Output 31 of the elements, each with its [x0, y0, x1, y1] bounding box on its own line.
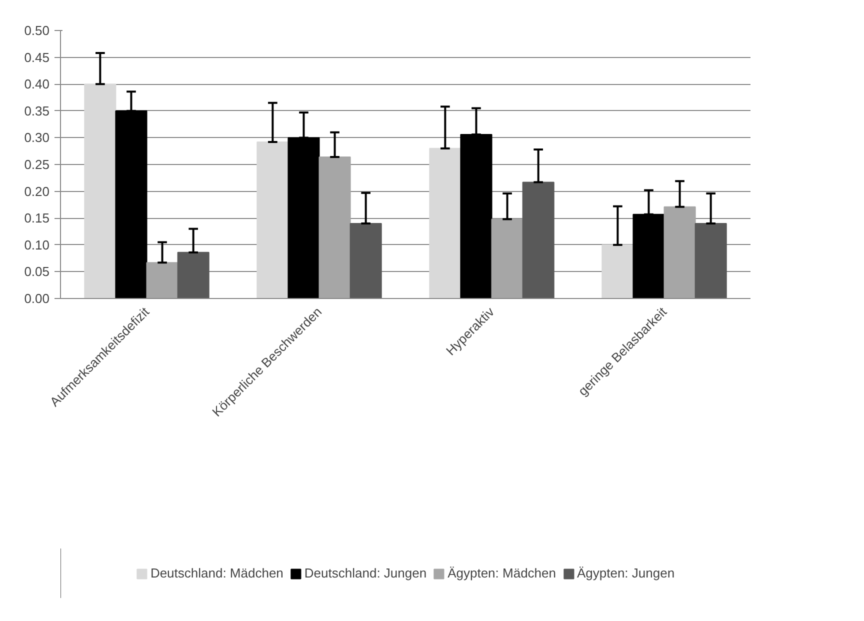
- legend-label: Ägypten: Mädchen: [448, 566, 556, 580]
- bar: [318, 156, 351, 298]
- legend-label: Deutschland: Jungen: [304, 566, 427, 580]
- bar: [694, 222, 727, 298]
- bar: [288, 137, 320, 298]
- y-tick-label: 0.00: [24, 291, 50, 306]
- bar: [256, 141, 289, 298]
- bar: [460, 134, 492, 298]
- bar: [350, 222, 382, 298]
- bar: [177, 252, 210, 298]
- bar: [115, 110, 148, 298]
- y-tick-label: 0.15: [24, 210, 50, 226]
- y-tick-label: 0.35: [24, 103, 50, 118]
- y-tick-label: 0.10: [24, 237, 50, 252]
- bar: [522, 182, 554, 298]
- y-tick-label: 0.05: [24, 264, 50, 280]
- bar: [632, 214, 665, 298]
- y-tick-label: 0.30: [24, 130, 50, 146]
- bar: [146, 262, 178, 298]
- y-tick-label: 0.45: [24, 50, 50, 65]
- bar: [491, 218, 524, 298]
- y-tick-label: 0.50: [24, 23, 50, 38]
- bar: [84, 84, 116, 298]
- bar: [602, 244, 634, 298]
- y-tick-label: 0.20: [24, 184, 50, 199]
- y-tick-label: 0.25: [24, 157, 50, 172]
- legend-label: Deutschland: Mädchen: [150, 566, 284, 580]
- bar: [429, 148, 462, 298]
- legend-label: Ägypten: Jungen: [576, 566, 675, 580]
- y-tick-label: 0.40: [24, 76, 50, 92]
- bar: [664, 206, 696, 298]
